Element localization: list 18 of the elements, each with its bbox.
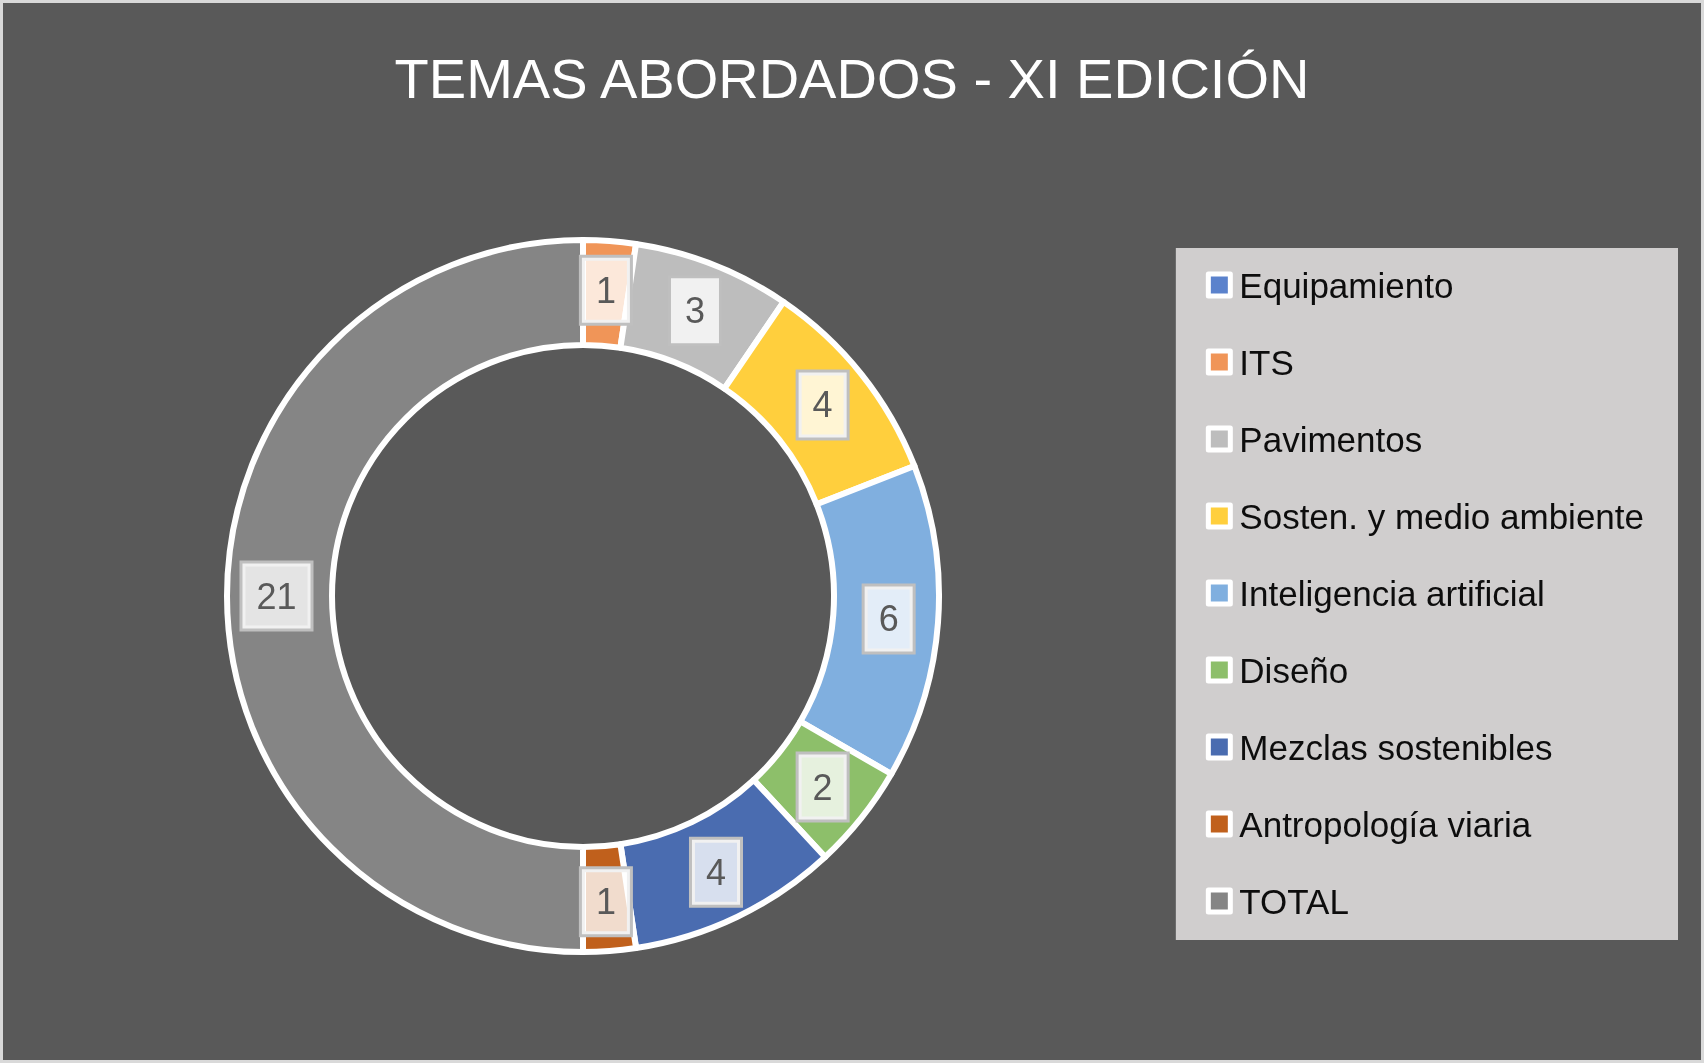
chart-title: TEMAS ABORDADOS - XI EDICIÓN — [394, 46, 1310, 110]
legend-label: TOTAL — [1239, 881, 1349, 921]
legend-label: Mezclas sostenibles — [1239, 727, 1553, 767]
data-label: 4 — [812, 384, 833, 426]
data-label: 1 — [595, 269, 616, 311]
legend-label: ITS — [1239, 342, 1294, 382]
data-label: 2 — [812, 766, 833, 808]
data-label: 6 — [878, 598, 899, 640]
data-label: 3 — [684, 290, 705, 332]
legend-label: Antropología viaria — [1239, 804, 1532, 844]
legend-label: Sosten. y medio ambiente — [1239, 496, 1644, 536]
data-label: 4 — [705, 851, 726, 893]
data-label: 1 — [595, 881, 616, 923]
legend-label: Inteligencia artificial — [1239, 573, 1545, 613]
legend-label: Pavimentos — [1239, 419, 1423, 459]
data-label: 21 — [256, 575, 297, 617]
legend-label: Equipamiento — [1239, 265, 1454, 305]
legend-label: Diseño — [1239, 650, 1349, 690]
